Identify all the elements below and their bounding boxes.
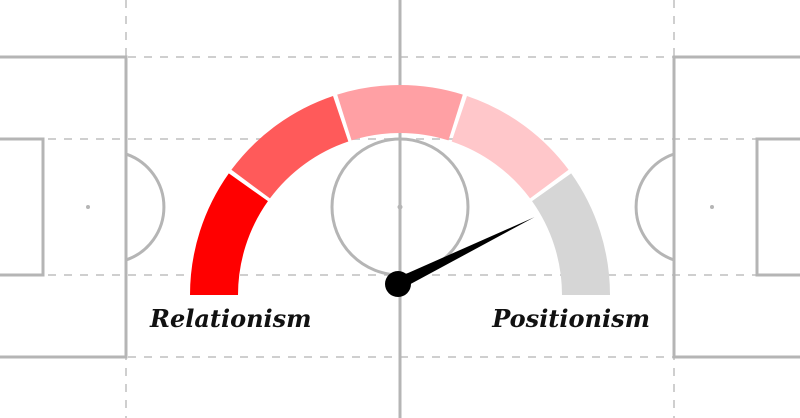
needle-pointer bbox=[395, 217, 535, 290]
needle-hub bbox=[385, 271, 411, 297]
gauge-segment-2 bbox=[231, 95, 349, 199]
gauge-segment-1 bbox=[190, 173, 268, 295]
centre-spot bbox=[397, 204, 403, 210]
relationism-label: Relationism bbox=[150, 304, 312, 333]
right-penalty-spot bbox=[710, 205, 714, 209]
gauge-segment-3 bbox=[337, 85, 463, 141]
right-penalty-area bbox=[672, 55, 800, 359]
positionism-label: Positionism bbox=[492, 304, 650, 333]
gauge-segment-4 bbox=[451, 95, 569, 199]
right-goal-area bbox=[755, 137, 800, 277]
left-penalty-spot bbox=[86, 205, 90, 209]
right-penalty-arc bbox=[634, 152, 675, 262]
left-goal-area bbox=[0, 137, 45, 277]
gauge-arc bbox=[190, 85, 610, 295]
gauge-needle bbox=[385, 217, 535, 297]
left-penalty-arc bbox=[125, 152, 166, 262]
left-penalty-area bbox=[0, 55, 128, 359]
gauge-segment-5 bbox=[532, 173, 610, 295]
